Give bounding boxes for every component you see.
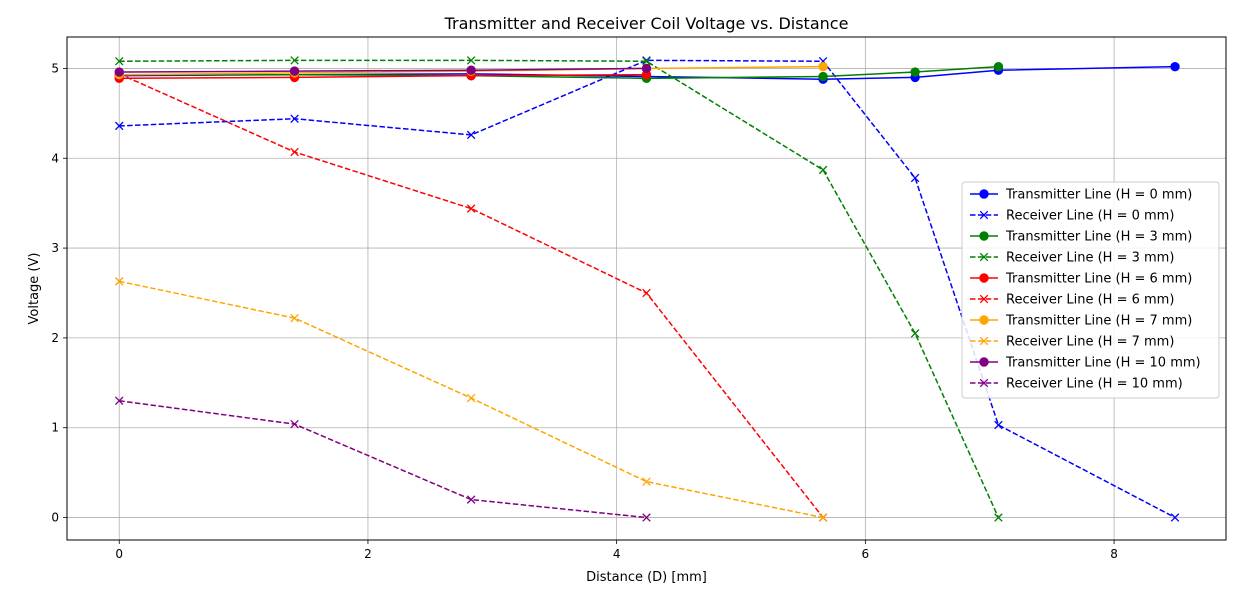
x-tick-label: 8 [1110,547,1118,561]
legend-label: Transmitter Line (H = 7 mm) [1005,314,1192,329]
legend-swatch-marker [979,378,989,388]
data-point-circle [910,67,920,77]
legend-label: Transmitter Line (H = 0 mm) [1005,188,1192,203]
data-point-x [466,130,476,140]
data-point-circle [818,71,828,82]
y-tick-label: 0 [51,511,59,525]
legend-label: Transmitter Line (H = 3 mm) [1005,230,1192,245]
legend: Transmitter Line (H = 0 mm) Receiver Line… [961,181,1220,399]
legend-label: Receiver Line (H = 10 mm) [1006,377,1183,392]
data-point-x [114,396,124,406]
series-5 [114,69,828,522]
legend-swatch-marker [979,189,989,199]
legend-item: Transmitter Line (H = 10 mm) [970,356,1201,371]
y-tick-label: 1 [51,421,59,435]
legend-swatch-marker [979,252,989,262]
data-point-circle [1170,61,1180,72]
x-axis-label: Distance (D) [mm] [586,570,707,585]
legend-item: Receiver Line (H = 7 mm) [970,335,1174,350]
legend-item: Receiver Line (H = 3 mm) [970,251,1174,266]
data-point-x [114,277,124,286]
data-point-x [994,513,1003,522]
x-tick-label: 6 [862,547,870,561]
data-point-x [818,513,828,522]
data-point-x [642,56,651,66]
chart-title: Transmitter and Receiver Coil Voltage vs… [444,14,849,33]
data-point-x [114,121,124,131]
legend-swatch-marker [979,315,989,325]
x-tick-label: 0 [115,547,123,561]
data-point-x [290,313,299,323]
data-point-x [818,165,828,175]
legend-item: Receiver Line (H = 0 mm) [970,209,1174,224]
series-8 [114,63,652,77]
data-point-x [466,204,476,213]
x-tick-label: 2 [364,547,372,561]
legend-label: Receiver Line (H = 3 mm) [1006,251,1174,266]
legend-swatch-marker [979,273,989,283]
series-line [119,400,647,519]
data-point-x [466,393,476,403]
series-line [118,73,824,519]
legend-swatch-marker [979,231,989,241]
legend-label: Transmitter Line (H = 10 mm) [1005,356,1201,371]
y-tick-label: 4 [51,151,59,165]
data-point-x [290,56,299,65]
data-point-circle [993,61,1004,72]
y-axis-label: Voltage (V) [27,253,42,325]
data-point-x [466,56,476,65]
data-point-x [466,495,476,504]
series-line [119,67,647,73]
series-line [119,59,1000,518]
data-point-x [114,56,124,66]
plot-series [114,56,1180,522]
y-tick-label: 3 [51,241,59,255]
x-tick-label: 4 [613,547,621,561]
axis-ticks: 0 2 4 6 8 0 1 2 3 4 5 [51,61,1118,561]
data-point-x [290,114,299,123]
series-7 [114,277,828,522]
legend-swatch-marker [979,210,989,220]
data-point-circle [289,66,300,76]
data-point-x [910,173,920,183]
data-point-circle [818,61,828,72]
data-point-x [994,420,1003,430]
legend-item: Receiver Line (H = 6 mm) [970,293,1174,308]
series-2 [114,61,1004,84]
legend-label: Receiver Line (H = 7 mm) [1006,335,1174,350]
series-3 [114,56,1003,522]
legend-swatch-marker [979,357,989,367]
legend-box [961,181,1220,399]
data-point-x [642,288,651,298]
legend-swatch-marker [979,336,989,346]
legend-label: Receiver Line (H = 6 mm) [1006,293,1174,308]
data-point-x [1170,513,1180,522]
data-point-x [290,419,299,429]
legend-label: Transmitter Line (H = 6 mm) [1005,272,1192,287]
data-point-circle [114,67,124,77]
series-line [119,280,824,519]
y-tick-label: 5 [51,61,59,75]
plot-area-frame [66,36,1227,541]
data-point-x [642,477,651,486]
data-point-x [290,147,299,157]
data-point-x [642,513,651,522]
legend-item: Transmitter Line (H = 0 mm) [970,188,1192,203]
legend-item: Transmitter Line (H = 6 mm) [970,272,1192,287]
data-point-circle [641,63,652,74]
legend-label: Receiver Line (H = 0 mm) [1006,209,1174,224]
y-tick-label: 2 [51,331,59,345]
legend-swatch-marker [979,294,989,304]
legend-item: Receiver Line (H = 10 mm) [970,377,1183,392]
series-line [119,73,647,80]
legend-item: Transmitter Line (H = 3 mm) [970,230,1192,245]
series-9 [114,396,651,522]
data-point-circle [466,65,476,75]
legend-item: Transmitter Line (H = 7 mm) [970,314,1192,329]
data-point-x [910,329,920,338]
